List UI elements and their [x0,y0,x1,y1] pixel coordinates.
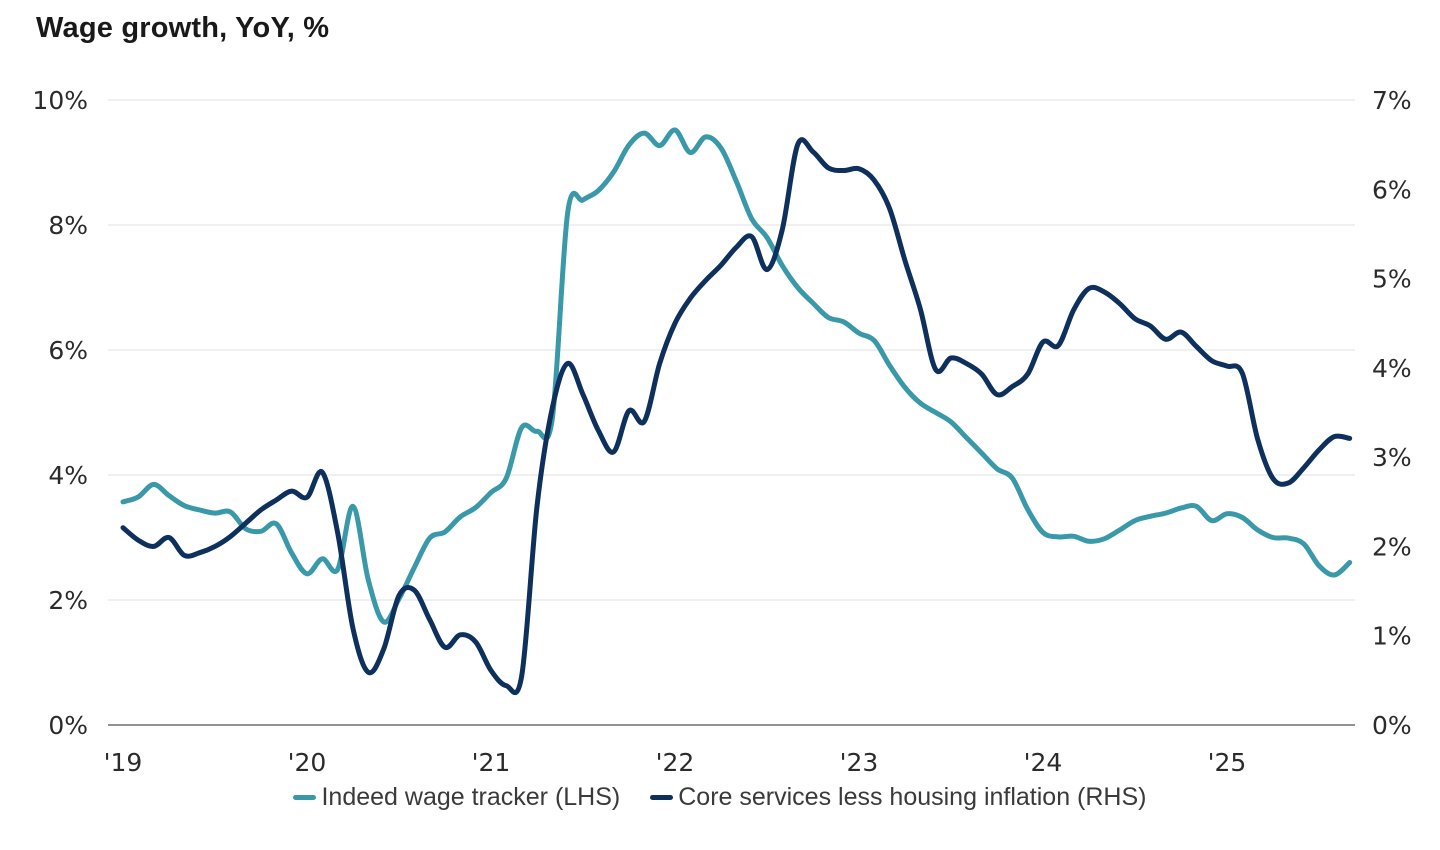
left-axis-tick-label: 4% [48,461,88,490]
right-axis-tick-label: 2% [1372,532,1412,561]
chart-title: Wage growth, YoY, % [36,12,330,44]
right-axis-tick-label: 3% [1372,443,1412,472]
x-axis-tick-label: '22 [656,748,695,777]
legend-item-core-services-inflation: Core services less housing inflation (RH… [650,783,1147,812]
left-axis-tick-label: 6% [48,336,88,365]
right-axis-tick-label: 1% [1372,622,1412,651]
right-axis-tick-label: 5% [1372,265,1412,294]
legend-line-swatch-navy-icon [650,795,674,800]
legend-label-core-services-inflation: Core services less housing inflation (RH… [678,783,1147,811]
x-axis-tick-label: '23 [840,748,879,777]
chart-legend: Indeed wage tracker (LHS) Core services … [0,783,1440,812]
left-axis-tick-label: 10% [32,86,88,115]
legend-line-swatch-teal-icon [293,795,317,800]
x-axis-tick-label: '19 [104,748,143,777]
x-axis-tick-label: '20 [288,748,327,777]
left-axis-tick-label: 2% [48,586,88,615]
left-axis-tick-label: 0% [48,711,88,740]
series-line-core-services-inflation [120,137,1353,695]
right-axis-tick-label: 6% [1372,175,1412,204]
x-axis-tick-label: '21 [472,748,511,777]
left-axis-tick-label: 8% [48,211,88,240]
right-axis-tick-label: 0% [1372,711,1412,740]
right-axis-tick-label: 4% [1372,354,1412,383]
right-axis-tick-label: 7% [1372,86,1412,115]
x-axis-tick-label: '24 [1024,748,1063,777]
legend-label-indeed-wage-tracker: Indeed wage tracker (LHS) [321,783,621,811]
x-axis-tick-label: '25 [1208,748,1247,777]
series-line-indeed-wage-tracker [120,127,1353,625]
legend-item-indeed-wage-tracker: Indeed wage tracker (LHS) [293,783,620,812]
